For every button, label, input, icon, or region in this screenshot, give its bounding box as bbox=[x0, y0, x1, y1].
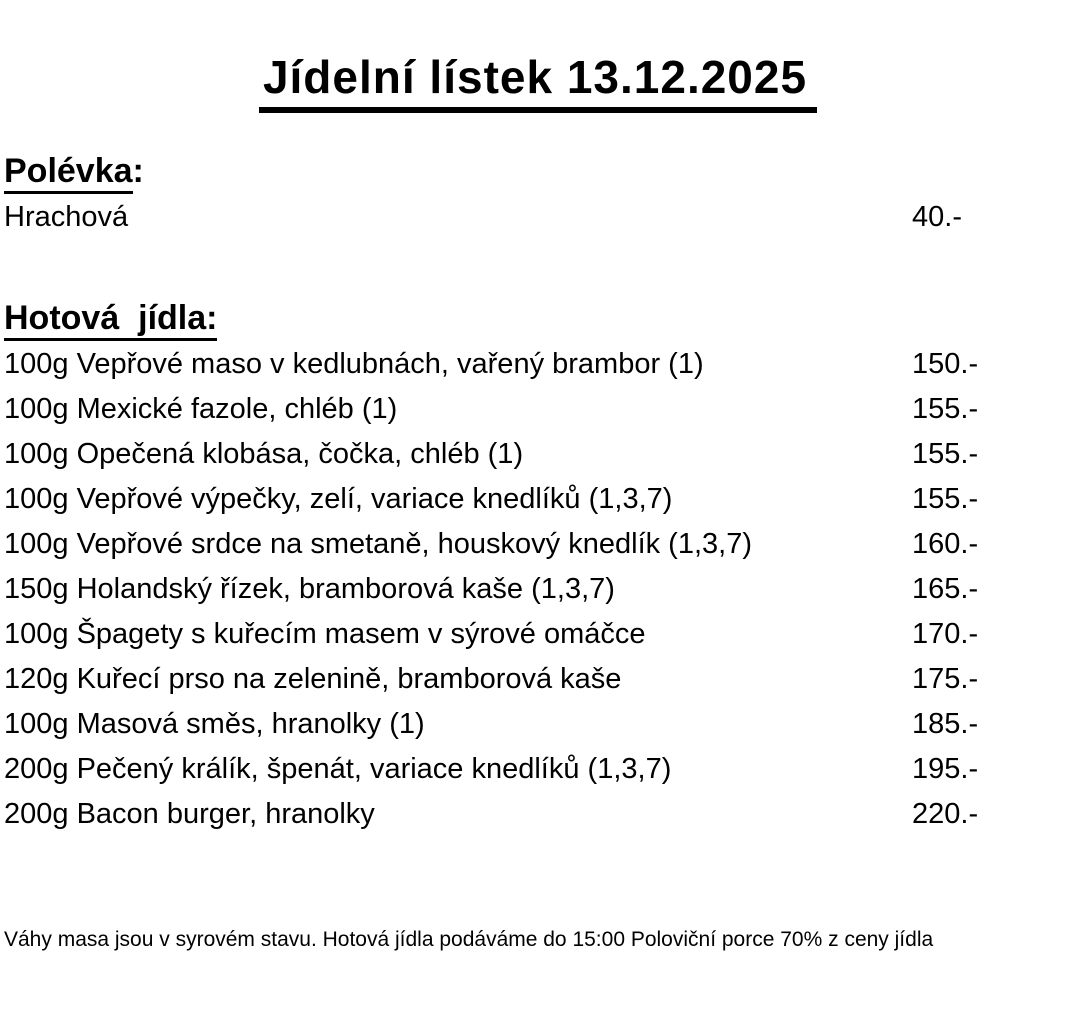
page-title: Jídelní lístek 13.12.2025 bbox=[4, 51, 1072, 113]
menu-item-price: 220.- bbox=[912, 797, 979, 830]
menu-item-row: 120g Kuřecí prso na zelenině, bramborová… bbox=[4, 657, 1072, 702]
menu-item-row: 100g Vepřové maso v kedlubnách, vařený b… bbox=[4, 342, 1072, 387]
menu-item-label: 100g Vepřové výpečky, zelí, variace kned… bbox=[4, 482, 673, 515]
menu-item-price: 160.- bbox=[912, 527, 979, 560]
menu-item-label: 100g Opečená klobása, čočka, chléb (1) bbox=[4, 437, 524, 470]
menu-item-row: 100g Vepřové srdce na smetaně, houskový … bbox=[4, 522, 1072, 567]
menu-item-row: 100g Špagety s kuřecím masem v sýrové om… bbox=[4, 612, 1072, 657]
menu-item-label: 100g Vepřové maso v kedlubnách, vařený b… bbox=[4, 347, 704, 380]
menu-item-label: 100g Vepřové srdce na smetaně, houskový … bbox=[4, 527, 752, 560]
menu-item-row: 150g Holandský řízek, bramborová kaše (1… bbox=[4, 567, 1072, 612]
menu-item-label: 100g Masová směs, hranolky (1) bbox=[4, 707, 425, 740]
page-title-text: Jídelní lístek 13.12.2025 bbox=[258, 51, 818, 113]
menu-item-label: 200g Bacon burger, hranolky bbox=[4, 797, 375, 830]
section-heading-soup-colon: : bbox=[132, 151, 144, 190]
footer-note: Váhy masa jsou v syrovém stavu. Hotová j… bbox=[4, 928, 934, 951]
menu-item-price: 185.- bbox=[912, 707, 979, 740]
menu-item-price: 150.- bbox=[912, 347, 979, 380]
menu-item-price: 170.- bbox=[912, 617, 979, 650]
menu-item-label: Hrachová bbox=[4, 200, 129, 233]
menu-item-label: 100g Mexické fazole, chléb (1) bbox=[4, 392, 398, 425]
menu-item-price: 155.- bbox=[912, 437, 979, 470]
section-heading-mains-text: Hotová jídla: bbox=[4, 298, 218, 341]
section-heading-soup: Polévka: bbox=[4, 149, 1072, 194]
section-heading-mains: Hotová jídla: bbox=[4, 296, 1072, 341]
menu-item-price: 155.- bbox=[912, 392, 979, 425]
menu-item-price: 40.- bbox=[912, 200, 962, 233]
menu-item-label: 120g Kuřecí prso na zelenině, bramborová… bbox=[4, 662, 622, 695]
menu-item-row: 100g Opečená klobása, čočka, chléb (1) 1… bbox=[4, 432, 1072, 477]
soup-section: Polévka: Hrachová 40.- bbox=[4, 149, 1072, 240]
menu-item-row: 100g Mexické fazole, chléb (1) 155.- bbox=[4, 387, 1072, 432]
menu-item-row: 200g Bacon burger, hranolky 220.- bbox=[4, 792, 1072, 837]
menu-item-label: 100g Špagety s kuřecím masem v sýrové om… bbox=[4, 617, 646, 650]
menu-item-price: 155.- bbox=[912, 482, 979, 515]
menu-item-row: Hrachová 40.- bbox=[4, 195, 1072, 240]
mains-section: Hotová jídla: 100g Vepřové maso v kedlub… bbox=[4, 296, 1072, 837]
menu-item-label: 200g Pečený králík, špenát, variace kned… bbox=[4, 752, 672, 785]
menu-item-row: 200g Pečený králík, špenát, variace kned… bbox=[4, 747, 1072, 792]
section-heading-soup-text: Polévka bbox=[4, 151, 133, 194]
menu-item-price: 175.- bbox=[912, 662, 979, 695]
menu-item-row: 100g Masová směs, hranolky (1) 185.- bbox=[4, 702, 1072, 747]
soup-items: Hrachová 40.- bbox=[4, 195, 1072, 240]
menu-item-price: 195.- bbox=[912, 752, 979, 785]
menu-item-price: 165.- bbox=[912, 572, 979, 605]
menu-item-label: 150g Holandský řízek, bramborová kaše (1… bbox=[4, 572, 615, 605]
mains-items: 100g Vepřové maso v kedlubnách, vařený b… bbox=[4, 342, 1072, 837]
menu-item-row: 100g Vepřové výpečky, zelí, variace kned… bbox=[4, 477, 1072, 522]
